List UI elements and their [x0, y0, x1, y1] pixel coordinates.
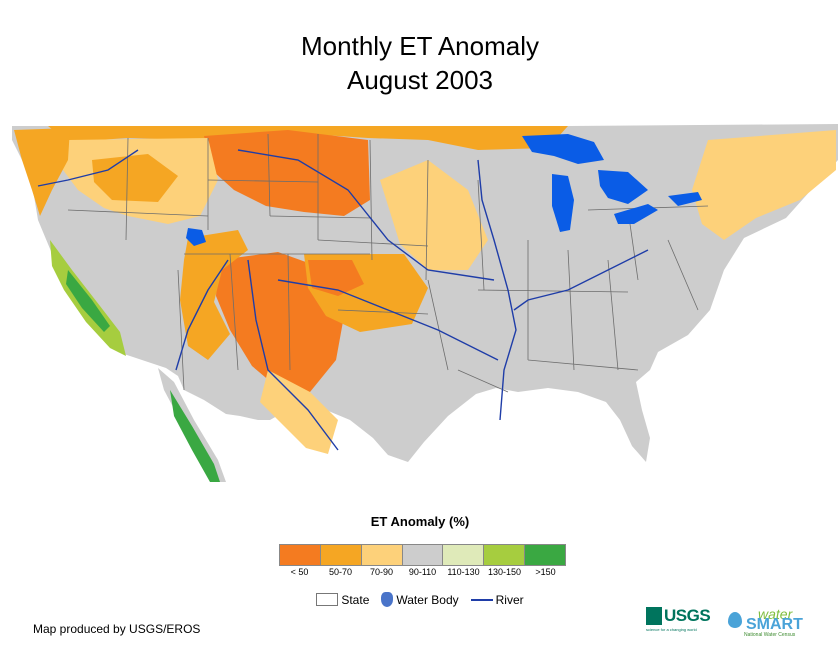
lake-michigan [552, 174, 574, 232]
state-boundary-icon [316, 593, 339, 606]
watersmart-logo: water SMART National Water Census [728, 606, 818, 638]
legend-swatch-110-130 [443, 545, 485, 565]
anomaly-upper-midwest [380, 160, 488, 270]
legend-label: 50-70 [328, 567, 353, 577]
legend-swatch-130-150 [484, 545, 526, 565]
legend-swatch-gt150 [525, 545, 566, 565]
lake-superior [522, 134, 604, 164]
river-line-icon [470, 598, 493, 601]
key-water-body-label: Water Body [396, 592, 459, 607]
usgs-logo: USGS science for a changing world [646, 606, 726, 636]
key-river: River [470, 592, 524, 607]
anomaly-north-strip [48, 126, 568, 150]
columbia-river [37, 149, 139, 187]
legend-label: < 50 [290, 567, 309, 577]
map-credit: Map produced by USGS/EROS [33, 622, 201, 636]
key-river-label: River [495, 592, 524, 607]
key-state-label: State [341, 592, 370, 607]
lake-ontario [668, 192, 702, 206]
map-symbol-key: State Water Body River [0, 592, 840, 607]
water-drop-icon [728, 612, 742, 628]
usgs-wordmark: USGS [664, 606, 711, 625]
mississippi-river [477, 159, 517, 421]
baja-peninsula [158, 368, 226, 482]
lake-huron [598, 170, 648, 204]
watersmart-water: water [758, 606, 793, 622]
legend-label: >150 [535, 567, 556, 577]
key-water-body: Water Body [381, 592, 459, 607]
anomaly-pacific-nw [14, 128, 70, 216]
usgs-wave-icon [646, 607, 662, 625]
usgs-tagline: science for a changing world [646, 627, 697, 632]
conus-et-anomaly-map [12, 124, 838, 482]
map-subtitle: August 2003 [346, 65, 493, 95]
legend-label: 130-150 [487, 567, 522, 577]
map-title: Monthly ET Anomaly [301, 31, 539, 61]
legend-swatch-90-110 [402, 545, 444, 565]
key-state: State [316, 593, 369, 607]
ohio-river [513, 249, 649, 311]
great-salt-lake [186, 228, 206, 246]
legend-swatch-50-70 [320, 545, 362, 565]
anomaly-baja-green [170, 390, 220, 482]
rio-grande [247, 259, 339, 451]
anomaly-california-green-core [66, 270, 110, 332]
legend-label: 110-130 [447, 567, 480, 577]
missouri-river [237, 149, 495, 281]
watersmart-tagline: National Water Census [744, 632, 796, 638]
legend-title: ET Anomaly (%) [370, 514, 470, 529]
watersmart-smart: SMART [746, 616, 803, 633]
water-bodies [186, 134, 702, 246]
legend-color-bar [279, 544, 566, 566]
lake-erie [614, 204, 658, 224]
anomaly-northeast [692, 130, 836, 240]
colorado-river [175, 259, 229, 371]
legend-label: 70-90 [369, 567, 394, 577]
legend-tick-labels: < 50 50-70 70-90 90-110 110-130 130-150 … [279, 567, 566, 577]
anomaly-texas [260, 370, 338, 454]
legend-swatch-lt50 [280, 545, 321, 565]
rivers [37, 149, 649, 451]
legend-swatch-70-90 [361, 545, 403, 565]
water-drop-icon [381, 592, 394, 607]
arkansas-river [277, 279, 499, 361]
anomaly-southwest-ring [180, 230, 248, 360]
legend-label: 90-110 [408, 567, 437, 577]
